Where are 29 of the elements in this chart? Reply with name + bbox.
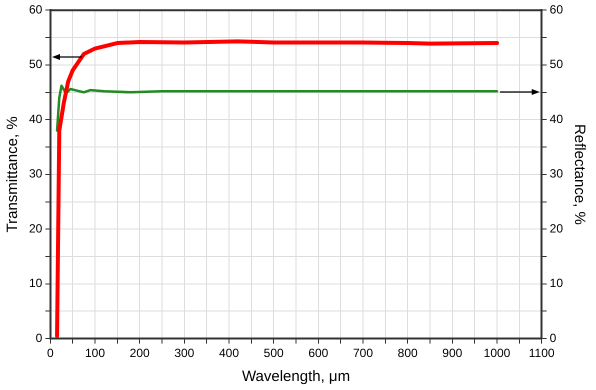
y-tick-label: 50 <box>28 57 43 72</box>
y2-tick-label: 40 <box>550 112 564 126</box>
y-tick-label: 0 <box>36 330 43 345</box>
y2-tick-label: 60 <box>550 2 564 17</box>
y2-axis-title: Reflectance, % <box>570 124 588 225</box>
y-tick-label: 20 <box>28 221 43 236</box>
y2-tick-label: 30 <box>550 166 564 181</box>
x-tick-label: 600 <box>308 346 329 360</box>
x-tick-label: 0 <box>47 346 54 360</box>
x-axis-title: Wavelength, μm <box>242 368 350 386</box>
x-tick-label: 100 <box>84 346 106 360</box>
x-tick-label: 400 <box>218 346 240 360</box>
y2-tick-label: 50 <box>550 57 564 72</box>
y-tick-label: 10 <box>28 276 43 290</box>
y-tick-label: 60 <box>28 2 43 17</box>
x-tick-label: 1000 <box>484 346 511 360</box>
x-tick-label: 300 <box>174 346 195 360</box>
y2-tick-label: 10 <box>550 276 564 290</box>
x-tick-label: 700 <box>352 346 374 360</box>
y2-tick-label: 0 <box>550 330 557 345</box>
y-axis-title: Transmittance, % <box>4 116 22 232</box>
x-tick-label: 1100 <box>528 346 555 360</box>
y-tick-label: 40 <box>28 112 43 126</box>
x-tick-label: 200 <box>130 346 150 360</box>
x-tick-label: 900 <box>442 346 463 360</box>
x-tick-label: 500 <box>264 346 284 360</box>
y-tick-label: 30 <box>28 166 43 181</box>
y2-tick-label: 20 <box>550 221 564 236</box>
x-tick-label: 800 <box>398 346 418 360</box>
